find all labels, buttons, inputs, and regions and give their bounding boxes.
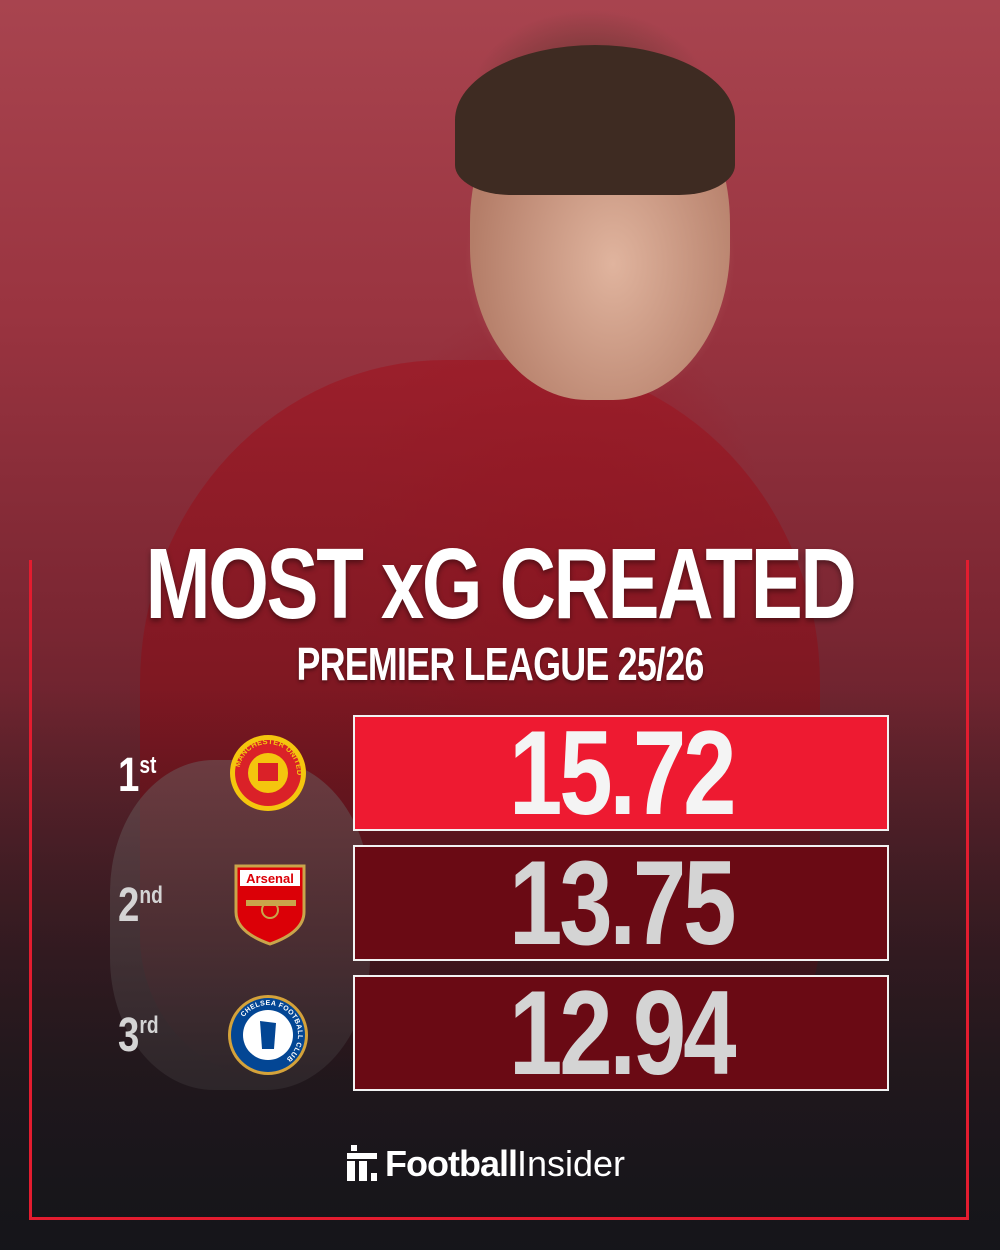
- rank-3: 3rd: [118, 1008, 159, 1063]
- value-3: 12.94: [508, 966, 736, 1100]
- headline: MOST xG CREATED: [145, 528, 857, 640]
- brand-bold: Football: [385, 1143, 518, 1184]
- value-bar-2: 13.75: [353, 836, 889, 970]
- football-insider-logo: Football Insider: [345, 1143, 625, 1185]
- rank-number: 3: [118, 1009, 140, 1062]
- rank-2: 2nd: [118, 878, 163, 933]
- rank-suffix: st: [139, 752, 157, 779]
- value-1: 15.72: [508, 706, 736, 840]
- brand-regular: Insider: [516, 1143, 626, 1184]
- football-insider-mark-icon: [347, 1145, 377, 1181]
- rank-suffix: nd: [139, 882, 163, 909]
- rank-number: 2: [118, 879, 140, 932]
- chelsea-crest-icon: CHELSEA FOOTBALL CLUB: [228, 995, 308, 1075]
- manchester-united-crest-icon: MANCHESTER UNITED: [230, 735, 306, 811]
- red-frame: [29, 560, 969, 1220]
- rank-1: 1st: [118, 748, 156, 803]
- value-bar-1: 15.72: [353, 706, 889, 840]
- arsenal-crest-icon: Arsenal: [234, 864, 306, 946]
- rank-number: 1: [118, 749, 140, 802]
- svg-text:Arsenal: Arsenal: [246, 871, 294, 886]
- subheadline: PREMIER LEAGUE 25/26: [296, 638, 704, 690]
- value-bar-3: 12.94: [353, 966, 889, 1100]
- rank-suffix: rd: [139, 1012, 159, 1039]
- value-2: 13.75: [508, 836, 736, 970]
